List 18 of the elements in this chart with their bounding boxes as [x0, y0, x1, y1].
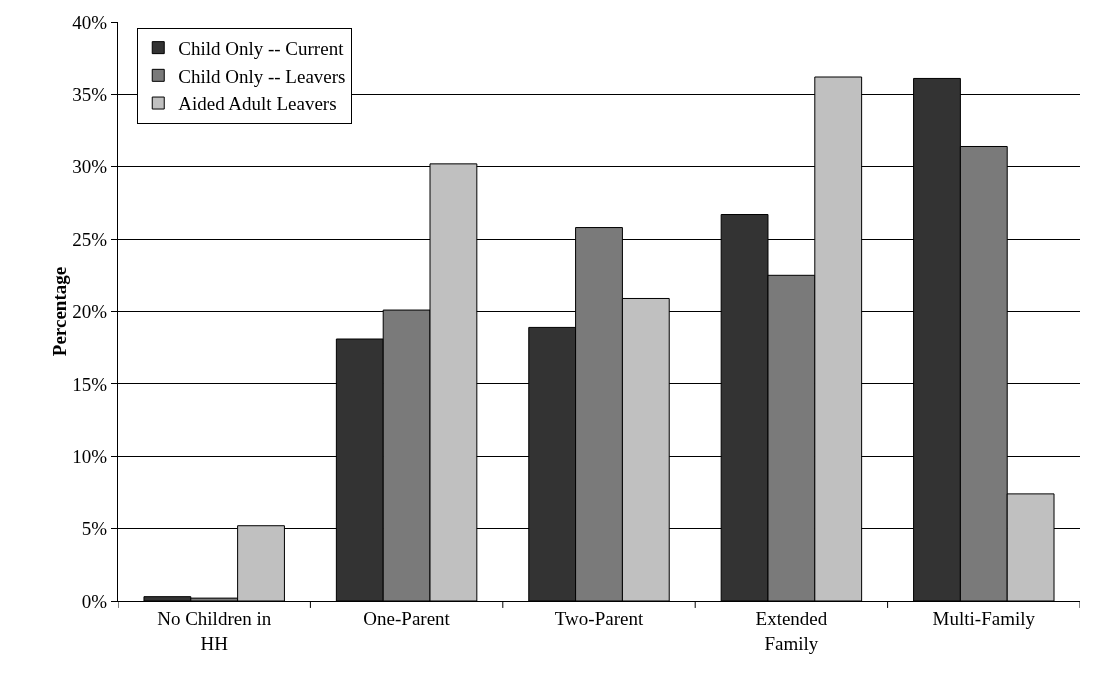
y-tick-label: 30% [72, 156, 108, 178]
x-tick-label: No Children in HH [157, 607, 272, 654]
y-axis-title: Percentage [49, 266, 71, 357]
legend-label: Child Only -- Leavers [178, 65, 346, 87]
y-tick-label: 0% [81, 590, 108, 612]
x-tick-label: Two-Parent [554, 607, 644, 629]
legend-label: Child Only -- Current [178, 38, 345, 60]
y-tick-label: 5% [81, 518, 108, 540]
x-tick-label: One-Parent [363, 607, 451, 629]
legend-label: Aided Adult Leavers [178, 93, 337, 115]
y-tick-label: 35% [72, 84, 108, 106]
x-tick-label: Multi-Family [932, 607, 1036, 629]
y-tick-label: 25% [72, 228, 108, 250]
y-tick-label: 20% [72, 301, 108, 323]
y-tick-label: 40% [72, 11, 108, 33]
y-tick-label: 10% [72, 445, 108, 467]
y-tick-label: 15% [72, 373, 108, 395]
x-tick-label: Extended Family [755, 607, 828, 654]
